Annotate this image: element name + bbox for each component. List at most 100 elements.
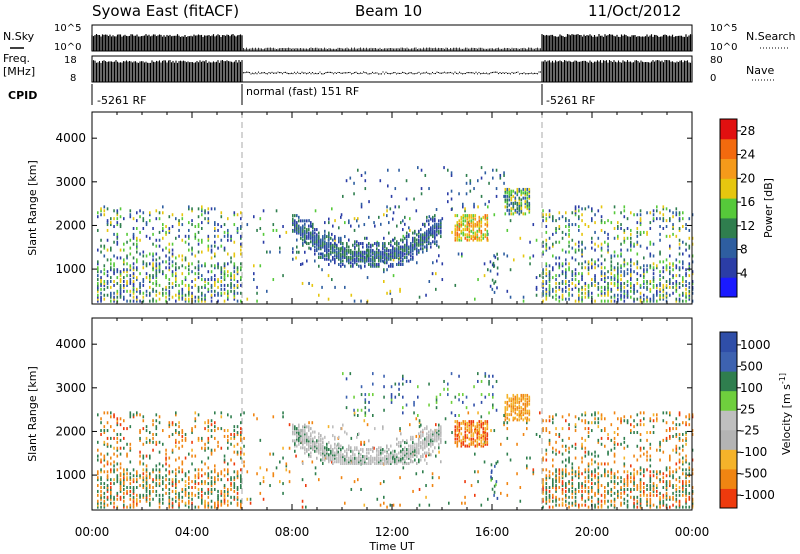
y-tick-label: 2000 [55, 218, 86, 232]
echo-cell [233, 223, 236, 227]
echo-cell [412, 257, 414, 261]
echo-cell [623, 270, 626, 274]
echo-cell [613, 476, 616, 480]
echo-cell [113, 446, 115, 450]
echo-cell [110, 486, 112, 489]
echo-cell [468, 229, 471, 233]
echo-cell [545, 486, 548, 489]
echo-cell [142, 266, 145, 270]
echo-cell [106, 442, 109, 446]
echo-cell [441, 217, 444, 221]
echo-cell [574, 456, 577, 460]
echo-cell [374, 264, 376, 268]
echo-cell [322, 245, 324, 249]
echo-cell [436, 224, 438, 228]
echo-cell [399, 503, 401, 507]
echo-cell [113, 295, 115, 299]
echo-cell [142, 217, 145, 221]
echo-cell [123, 262, 125, 266]
echo-cell [552, 499, 554, 503]
echo-cell [106, 497, 109, 501]
nave-point [295, 73, 297, 75]
echo-cell [691, 213, 694, 217]
echo-cell [178, 421, 180, 425]
echo-cell [542, 213, 544, 217]
echo-cell [310, 233, 312, 237]
echo-cell [480, 224, 483, 228]
echo-cell [620, 295, 622, 299]
echo-cell [682, 299, 684, 303]
echo-cell [149, 438, 151, 442]
echo-cell [561, 452, 564, 456]
echo-cell [366, 249, 368, 253]
echo-cell [207, 219, 210, 223]
echo-cell [123, 503, 125, 507]
echo-cell [175, 280, 177, 283]
echo-cell [604, 468, 606, 472]
echo-cell [370, 262, 372, 266]
echo-cell [483, 274, 486, 278]
echo-cell [600, 429, 603, 433]
echo-cell [610, 260, 613, 264]
echo-cell [597, 501, 600, 505]
echo-cell [565, 470, 567, 474]
echo-cell [126, 489, 128, 493]
echo-cell [119, 478, 122, 482]
echo-cell [617, 272, 619, 276]
echo-cell [633, 283, 635, 287]
echo-cell [340, 238, 342, 242]
echo-cell [328, 221, 330, 225]
echo-cell [100, 280, 102, 283]
echo-cell [116, 232, 119, 236]
echo-cell [152, 226, 154, 230]
nave-point [289, 73, 291, 75]
echo-cell [672, 285, 674, 289]
echo-cell [282, 274, 284, 278]
echo-cell [110, 268, 112, 272]
echo-cell [386, 261, 388, 265]
echo-cell [197, 260, 200, 264]
echo-cell [240, 413, 242, 417]
echo-cell [334, 238, 336, 242]
echo-cell [304, 236, 306, 240]
echo-cell [207, 472, 210, 476]
echo-cell [145, 497, 148, 501]
echo-cell [526, 201, 529, 205]
nave-point [284, 71, 287, 73]
echo-cell [110, 501, 112, 505]
echo-cell [201, 299, 203, 303]
echo-cell [587, 468, 590, 472]
echo-cell [152, 480, 154, 484]
echo-cell [458, 222, 461, 226]
echo-cell [636, 289, 639, 293]
echo-cell [613, 299, 616, 303]
echo-cell [236, 474, 239, 478]
echo-cell [162, 248, 164, 252]
echo-cell [578, 484, 580, 488]
echo-cell [669, 285, 671, 289]
echo-cell [555, 413, 557, 417]
echo-cell [126, 281, 128, 285]
echo-cell [594, 468, 596, 472]
echo-cell [259, 226, 262, 230]
echo-cell [610, 476, 613, 480]
echo-cell [100, 460, 102, 464]
echo-cell [142, 442, 145, 446]
echo-cell [188, 299, 190, 303]
echo-cell [581, 295, 583, 299]
echo-cell [354, 250, 356, 254]
y-tick-label: 1000 [55, 262, 86, 276]
echo-cell [472, 228, 475, 232]
cpid-label: CPID [8, 89, 37, 102]
echo-cell [155, 274, 158, 278]
echo-cell [571, 472, 574, 476]
echo-cell [662, 266, 665, 270]
echo-cell [110, 415, 112, 419]
echo-cell [542, 505, 544, 509]
nave-point [448, 72, 450, 74]
echo-cell [142, 299, 145, 303]
echo-cell [316, 228, 318, 232]
echo-cell [184, 456, 187, 460]
echo-cell [552, 295, 554, 299]
echo-cell [360, 299, 362, 303]
